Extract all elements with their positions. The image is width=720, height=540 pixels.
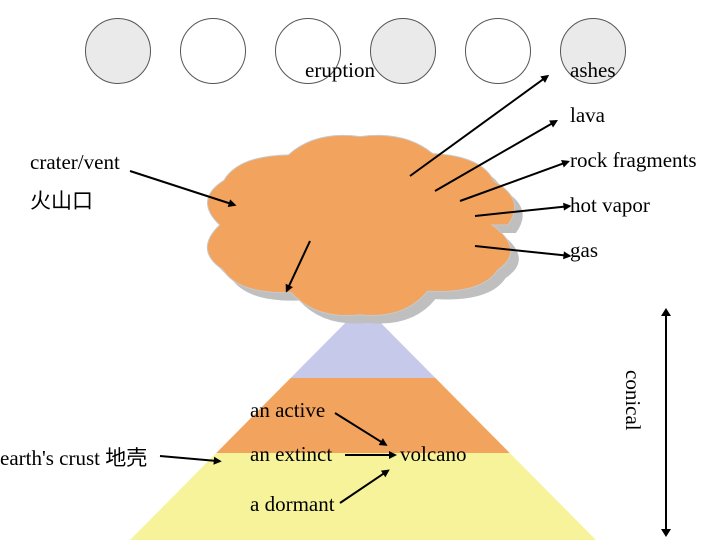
an-extinct-label: an extinct: [250, 442, 332, 467]
rock-fragments-label: rock fragments: [570, 148, 697, 173]
crater-zh-label: 火山口: [30, 185, 93, 215]
arrow-extinct-to-volcano: [345, 454, 395, 456]
an-active-label: an active: [250, 398, 325, 423]
earth-crust-label: earth's crust 地壳: [0, 442, 147, 472]
ashes-label: ashes: [570, 58, 616, 83]
conical-span-arrow: [665, 310, 667, 535]
gas-label: gas: [570, 238, 598, 263]
conical-label: conical: [620, 370, 645, 431]
a-dormant-label: a dormant: [250, 492, 335, 517]
hot-vapor-label: hot vapor: [570, 193, 650, 218]
eruption-label: eruption: [305, 58, 375, 83]
eruption-cloud: [207, 135, 514, 315]
crater-vent-label: crater/vent: [30, 150, 120, 175]
volcano-label: volcano: [400, 442, 466, 467]
band-lower: [130, 453, 596, 540]
lava-label: lava: [570, 103, 605, 128]
